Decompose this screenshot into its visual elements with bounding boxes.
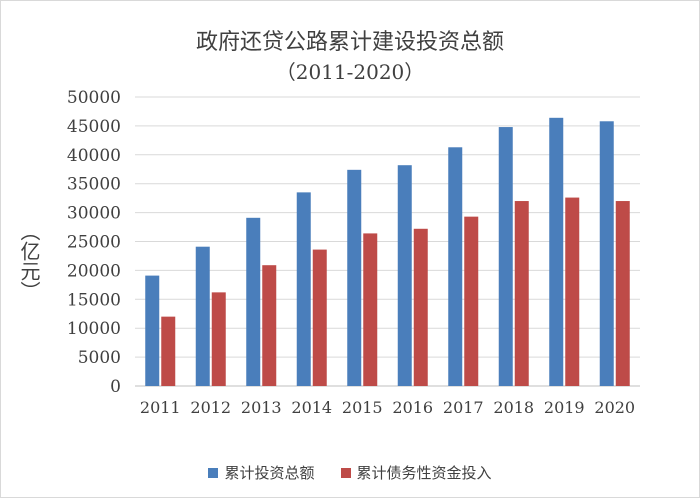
x-tick-label: 2013 (241, 398, 282, 417)
bar-debt-funding (262, 265, 277, 386)
bar-debt-funding (161, 316, 176, 386)
chart-title: 政府还贷公路累计建设投资总额 (195, 30, 504, 55)
y-axis-label: （亿元） (17, 221, 41, 301)
bar-debt-funding (413, 228, 428, 386)
bar-total-investment (347, 169, 362, 386)
x-tick-label: 2016 (392, 398, 433, 417)
legend-item-debt-funding: 累计债务性资金投入 (340, 462, 492, 483)
y-tick-label: 10000 (67, 319, 121, 339)
bar-debt-funding (514, 201, 529, 386)
x-tick-label: 2015 (342, 398, 383, 417)
x-tick-label: 2019 (544, 398, 585, 417)
chart-subtitle: （2011-2020） (275, 60, 425, 84)
y-tick-label: 45000 (67, 117, 121, 137)
legend: 累计投资总额 累计债务性资金投入 (0, 462, 700, 483)
y-tick-label: 20000 (67, 261, 121, 281)
bar-total-investment (145, 275, 160, 386)
y-tick-label: 40000 (67, 146, 121, 166)
legend-label-total-investment: 累计投资总额 (224, 464, 315, 482)
x-tick-label: 2011 (140, 398, 181, 417)
y-tick-label: 5000 (78, 348, 121, 368)
bar-debt-funding (464, 216, 479, 386)
legend-swatch-total-investment (208, 467, 219, 478)
legend-swatch-debt-funding (340, 467, 351, 478)
bar-total-investment (397, 165, 412, 386)
bar-debt-funding (565, 197, 580, 386)
x-tick-label: 2017 (443, 398, 484, 417)
bar-debt-funding (363, 233, 378, 386)
y-tick-label: 35000 (67, 175, 121, 195)
y-tick-label: 30000 (67, 204, 121, 224)
bar-debt-funding (211, 292, 226, 386)
bar-total-investment (599, 121, 614, 386)
y-tick-label: 15000 (67, 290, 121, 310)
bar-total-investment (296, 192, 311, 386)
bar-total-investment (246, 217, 261, 386)
bar-total-investment (448, 147, 463, 386)
x-tick-label: 2014 (291, 398, 332, 417)
bar-total-investment (195, 246, 210, 386)
x-tick-label: 2012 (190, 398, 231, 417)
y-tick-label: 50000 (67, 88, 121, 108)
bar-total-investment (549, 117, 564, 387)
legend-label-debt-funding: 累计债务性资金投入 (356, 464, 492, 482)
y-tick-label: 0 (110, 377, 121, 397)
legend-item-total-investment: 累计投资总额 (208, 462, 315, 483)
y-tick-label: 25000 (67, 233, 121, 253)
x-tick-label: 2018 (493, 398, 534, 417)
x-tick-label: 2020 (594, 398, 635, 417)
bar-total-investment (498, 127, 513, 386)
bar-debt-funding (615, 201, 630, 386)
bar-debt-funding (312, 249, 327, 386)
